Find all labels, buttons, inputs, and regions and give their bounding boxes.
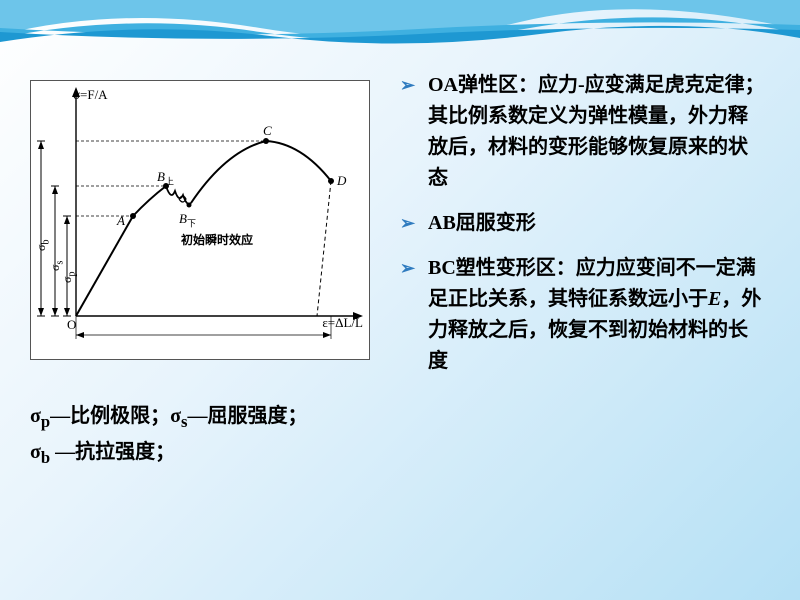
- annotation-text: 初始瞬时效应: [181, 231, 253, 248]
- stress-strain-diagram: σ=F/A ε=ΔL/L O A B上 B下 C D 初始瞬时效应 σb σs …: [30, 80, 370, 360]
- content-area: σ=F/A ε=ΔL/L O A B上 B下 C D 初始瞬时效应 σb σs …: [0, 70, 800, 590]
- point-b-down-label: B下: [179, 211, 196, 230]
- sigma-p-label: σp: [60, 272, 77, 283]
- sigma-s-label: σs: [48, 261, 65, 271]
- right-column: OA弹性区：应力-应变满足虎克定律；其比例系数定义为弹性模量，外力释放后，材料的…: [400, 70, 780, 590]
- legend-line-2: σb —抗拉强度；: [30, 436, 390, 472]
- sigma-b-label: σb: [34, 240, 51, 251]
- top-wave-decoration: [0, 0, 800, 70]
- point-c-label: C: [263, 123, 272, 139]
- point-a-label: A: [117, 213, 125, 229]
- legend-line-1: σp—比例极限；σs—屈服强度；: [30, 400, 390, 436]
- legend-text: σp—比例极限；σs—屈服强度； σb —抗拉强度；: [30, 400, 390, 471]
- left-column: σ=F/A ε=ΔL/L O A B上 B下 C D 初始瞬时效应 σb σs …: [0, 70, 400, 590]
- bullet-ab-yield: AB屈服变形: [400, 208, 765, 239]
- point-d-label: D: [337, 173, 346, 189]
- x-axis-label: ε=ΔL/L: [322, 315, 363, 331]
- bullet-bc-plastic: BC塑性变形区：应力应变间不一定满足正比关系，其特征系数远小于E，外力释放之后，…: [400, 253, 765, 377]
- stress-strain-svg: [31, 81, 371, 361]
- origin-label: O: [67, 317, 76, 333]
- y-axis-label: σ=F/A: [73, 87, 108, 103]
- bullet-oa-elastic: OA弹性区：应力-应变满足虎克定律；其比例系数定义为弹性模量，外力释放后，材料的…: [400, 70, 765, 194]
- point-b-up-label: B上: [157, 169, 174, 188]
